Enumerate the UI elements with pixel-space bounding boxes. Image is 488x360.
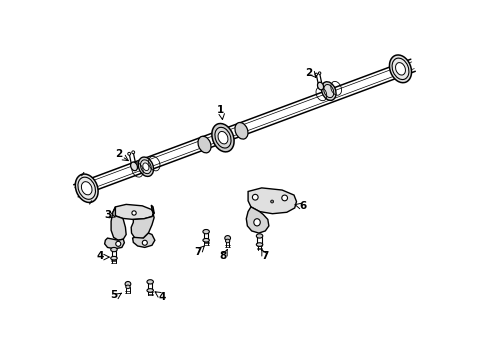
Ellipse shape (256, 234, 262, 238)
Polygon shape (247, 188, 296, 214)
Ellipse shape (256, 243, 262, 246)
Ellipse shape (321, 82, 335, 100)
Ellipse shape (147, 289, 153, 292)
Text: 1: 1 (216, 105, 224, 115)
Ellipse shape (317, 82, 323, 90)
Ellipse shape (78, 177, 95, 199)
Text: 7: 7 (194, 247, 201, 257)
Ellipse shape (138, 157, 153, 176)
Ellipse shape (253, 219, 260, 226)
Ellipse shape (125, 282, 131, 287)
Polygon shape (131, 205, 154, 239)
Text: 8: 8 (219, 251, 226, 261)
Text: 5: 5 (110, 291, 117, 301)
Ellipse shape (116, 241, 121, 246)
Ellipse shape (224, 235, 230, 240)
Polygon shape (132, 233, 155, 247)
Ellipse shape (203, 238, 209, 242)
Ellipse shape (147, 280, 153, 284)
Ellipse shape (203, 229, 209, 234)
Ellipse shape (127, 152, 130, 155)
Ellipse shape (318, 72, 320, 75)
Polygon shape (104, 238, 124, 249)
Ellipse shape (323, 85, 333, 98)
Ellipse shape (130, 162, 137, 171)
Ellipse shape (75, 174, 98, 202)
Text: 4: 4 (158, 292, 165, 302)
Ellipse shape (234, 122, 247, 139)
Ellipse shape (395, 63, 405, 75)
Ellipse shape (142, 240, 147, 245)
Ellipse shape (211, 123, 234, 152)
Ellipse shape (125, 285, 130, 289)
Ellipse shape (110, 256, 117, 260)
Polygon shape (246, 207, 268, 233)
Ellipse shape (132, 211, 136, 215)
Polygon shape (74, 59, 414, 197)
Polygon shape (111, 207, 126, 240)
Ellipse shape (252, 194, 258, 200)
Ellipse shape (391, 58, 408, 80)
Ellipse shape (140, 160, 151, 174)
Text: 3: 3 (103, 210, 111, 220)
Text: 6: 6 (298, 201, 305, 211)
Ellipse shape (132, 151, 134, 154)
Ellipse shape (198, 136, 211, 153)
Ellipse shape (218, 131, 227, 144)
Text: 2: 2 (114, 149, 122, 159)
Ellipse shape (81, 182, 92, 195)
Polygon shape (113, 204, 154, 220)
Ellipse shape (270, 200, 273, 203)
Ellipse shape (142, 163, 149, 171)
Text: 4: 4 (97, 251, 104, 261)
Ellipse shape (225, 239, 229, 243)
Text: 2: 2 (305, 68, 312, 78)
Ellipse shape (388, 55, 411, 83)
Text: 7: 7 (261, 251, 268, 261)
Ellipse shape (281, 195, 287, 201)
Ellipse shape (215, 127, 230, 148)
Ellipse shape (314, 73, 317, 76)
Ellipse shape (110, 247, 117, 252)
